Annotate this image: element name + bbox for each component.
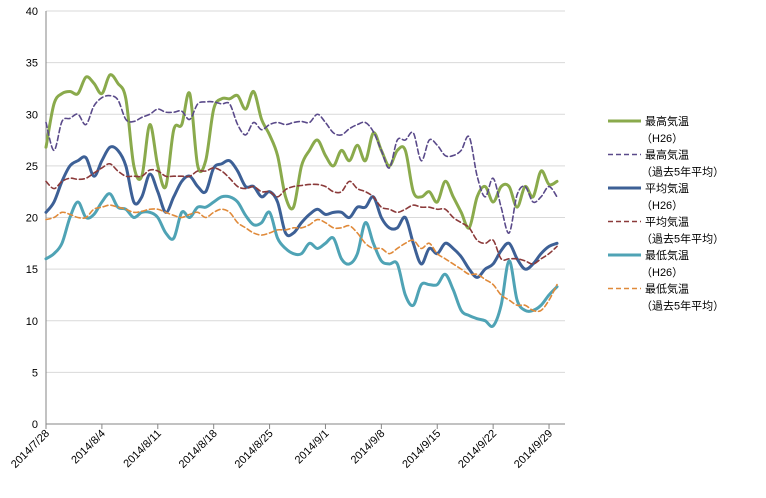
x-tick-label: 2014/7/28 — [9, 428, 52, 471]
x-tick-label: 2014/9/22 — [456, 428, 499, 471]
y-tick-label: 5 — [32, 367, 38, 379]
series-line-4 — [45, 162, 558, 265]
x-tick-label: 2014/8/18 — [177, 428, 220, 471]
y-tick-label: 35 — [26, 58, 38, 70]
x-tick-label: 2014/8/11 — [121, 428, 164, 471]
legend-label-2: 最高気温 — [645, 148, 689, 162]
series-line-1 — [44, 73, 559, 230]
series-line-6 — [45, 204, 558, 313]
y-tick-label: 15 — [26, 264, 38, 276]
legend-label-6: 最低気温 — [645, 282, 689, 296]
x-tick-label: 2014/9/1 — [293, 428, 332, 467]
series-line-5 — [44, 192, 559, 328]
legend-sublabel-1: （H26） — [641, 132, 683, 145]
x-tick-label: 2014/9/8 — [349, 428, 388, 467]
y-tick-label: 0 — [32, 419, 38, 431]
series-line-3 — [44, 145, 559, 279]
legend-label-3: 平均気温 — [645, 181, 689, 195]
y-tick-label: 25 — [26, 161, 38, 173]
legend-sublabel-6: （過去5年平均） — [641, 299, 724, 313]
legend-label-4: 平均気温 — [645, 215, 689, 229]
legend-label-1: 最高気温 — [645, 114, 689, 128]
y-tick-label: 20 — [26, 213, 38, 225]
legend-sublabel-2: （過去5年平均） — [641, 165, 724, 179]
legend-sublabel-3: （H26） — [641, 199, 683, 212]
x-tick-label: 2014/8/25 — [233, 428, 276, 471]
x-tick-label: 2014/9/29 — [512, 428, 555, 471]
y-tick-label: 10 — [26, 316, 38, 328]
x-tick-label: 2014/9/15 — [400, 428, 443, 471]
y-tick-label: 30 — [26, 109, 38, 121]
x-tick-label: 2014/8/4 — [69, 428, 108, 467]
legend-sublabel-4: （過去5年平均） — [641, 232, 724, 246]
legend-sublabel-5: （H26） — [641, 266, 683, 279]
legend-label-5: 最低気温 — [645, 248, 689, 262]
y-tick-label: 40 — [26, 6, 38, 18]
series-line-2 — [45, 94, 558, 234]
